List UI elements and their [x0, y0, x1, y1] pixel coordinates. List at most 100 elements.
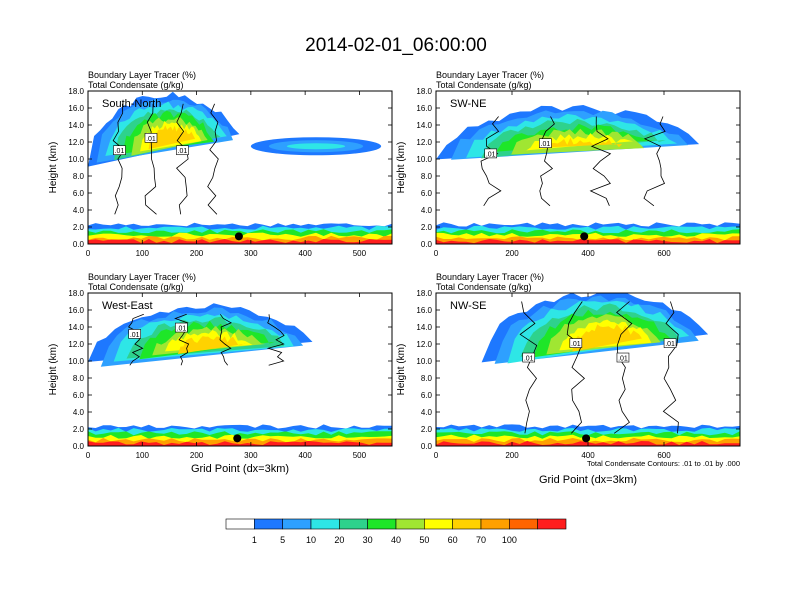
location-marker: [580, 232, 589, 241]
cross-section-label: South-North: [102, 98, 161, 110]
colorbar-label: 10: [306, 535, 316, 545]
boundary-layer-band: [88, 441, 392, 446]
x-tick-label: 600: [657, 249, 671, 258]
x-tick-label: 500: [353, 451, 367, 460]
tracer-contour: [541, 137, 623, 149]
contour-label-box: [522, 352, 536, 363]
condensate-contour: [643, 116, 666, 207]
plot-frame: [87, 90, 393, 245]
y-tick-label: 10.0: [68, 357, 84, 366]
condensate-contour: [144, 103, 157, 215]
x-tick-label: 400: [298, 451, 312, 460]
y-tick-label: 18.0: [416, 289, 432, 298]
contour-label: .01: [146, 136, 156, 143]
colorbar-label: 1: [252, 535, 257, 545]
contour-label: .01: [178, 148, 188, 155]
plot-frame: [87, 292, 393, 447]
condensate-contour: [112, 103, 125, 215]
x-tick-label: 0: [434, 451, 439, 460]
contour-label: .01: [618, 356, 628, 363]
condensate-contour: [613, 301, 633, 434]
colorbar-swatch: [480, 518, 510, 530]
cross-section-label: SW-NE: [450, 98, 486, 110]
panel-west-east: .01 .01 West-East Boundary Layer Tracer (%)…: [48, 272, 393, 475]
colorbar-swatch: [452, 518, 482, 530]
contour-label-box: [569, 338, 583, 348]
condensate-contour: [519, 301, 538, 434]
contour-label: .01: [524, 356, 534, 363]
y-tick-label: 16.0: [416, 104, 432, 113]
y-tick-label: 14.0: [68, 121, 84, 130]
colorbar-swatch: [367, 518, 397, 530]
location-marker: [233, 434, 242, 443]
y-tick-label: 14.0: [416, 323, 432, 332]
panel-heading-condensate: Total Condensate (g/kg): [436, 282, 532, 292]
y-tick-label: 8.0: [73, 374, 85, 383]
colorbar-label: 30: [363, 535, 373, 545]
location-marker: [234, 232, 243, 241]
x-tick-label: 100: [136, 451, 150, 460]
y-tick-label: 0.0: [73, 240, 85, 249]
y-axis-label: Height (km): [396, 344, 407, 396]
y-tick-label: 6.0: [421, 391, 433, 400]
condensate-contour: [176, 103, 189, 215]
colorbar-label: 5: [280, 535, 285, 545]
contour-label-box: [175, 322, 188, 333]
tracer-contour: [148, 125, 196, 150]
y-tick-label: 12.0: [416, 340, 432, 349]
condensate-contour: [127, 313, 144, 366]
contour-label-box: [113, 145, 126, 156]
y-tick-label: 0.0: [73, 442, 85, 451]
contour-label: .01: [130, 332, 140, 339]
x-axis-label: Grid Point (dx=3km): [539, 474, 637, 486]
panel-heading-condensate: Total Condensate (g/kg): [436, 80, 532, 90]
contour-label-box: [616, 352, 630, 363]
x-tick-label: 0: [86, 249, 91, 258]
contour-label-box: [176, 145, 189, 156]
x-tick-label: 200: [190, 451, 204, 460]
y-tick-label: 18.0: [68, 87, 84, 96]
y-tick-label: 14.0: [416, 121, 432, 130]
y-tick-label: 4.0: [73, 206, 85, 215]
x-tick-label: 400: [298, 249, 312, 258]
contour-label-box: [663, 338, 677, 348]
x-axis-label: Grid Point (dx=3km): [191, 463, 289, 475]
x-tick-label: 400: [581, 451, 595, 460]
condensate-contour: [662, 301, 679, 434]
contour-label-box: [484, 148, 498, 159]
y-axis-label: Height (km): [48, 142, 59, 194]
x-tick-label: 500: [353, 249, 367, 258]
y-tick-label: 12.0: [416, 138, 432, 147]
tracer-field: .01 .01 .01 .01: [436, 293, 740, 446]
colorbar-swatch: [310, 518, 340, 530]
x-tick-label: 100: [136, 249, 150, 258]
y-tick-label: 2.0: [421, 425, 433, 434]
colorbar-swatch: [282, 518, 312, 530]
tracer-field: .01 .01 .01: [88, 91, 392, 244]
panel-nw-se: .01 .01 .01 .01 NW-SE Boundary Layer Tracer (…: [396, 272, 741, 486]
colorbar-label: 100: [502, 535, 517, 545]
colorbar-label: 20: [334, 535, 344, 545]
y-axis-label: Height (km): [48, 344, 59, 396]
location-marker: [582, 434, 591, 443]
tracer-contour: [177, 336, 247, 354]
contour-label-box: [539, 138, 552, 148]
y-tick-label: 16.0: [68, 306, 84, 315]
y-tick-label: 2.0: [73, 425, 85, 434]
colorbar: 1 5 10 20 30 40 50 60 70 100: [225, 518, 567, 545]
y-tick-label: 6.0: [73, 189, 85, 198]
panel-heading-tracer: Boundary Layer Tracer (%): [436, 70, 544, 80]
condensate-contour: [539, 116, 555, 207]
x-tick-label: 200: [505, 249, 519, 258]
panel-sw-ne: .01 .01 SW-NE Boundary Layer Tracer (%)Tota…: [396, 70, 741, 258]
y-tick-label: 2.0: [73, 223, 85, 232]
contour-label-box: [128, 329, 141, 339]
x-tick-label: 300: [244, 451, 258, 460]
x-tick-label: 400: [581, 249, 595, 258]
condensate-contour: [266, 314, 285, 366]
y-tick-label: 4.0: [421, 206, 433, 215]
colorbar-label: 50: [419, 535, 429, 545]
tracer-field: .01 .01: [436, 91, 740, 244]
x-tick-label: 200: [505, 451, 519, 460]
condensate-contour: [219, 314, 233, 366]
